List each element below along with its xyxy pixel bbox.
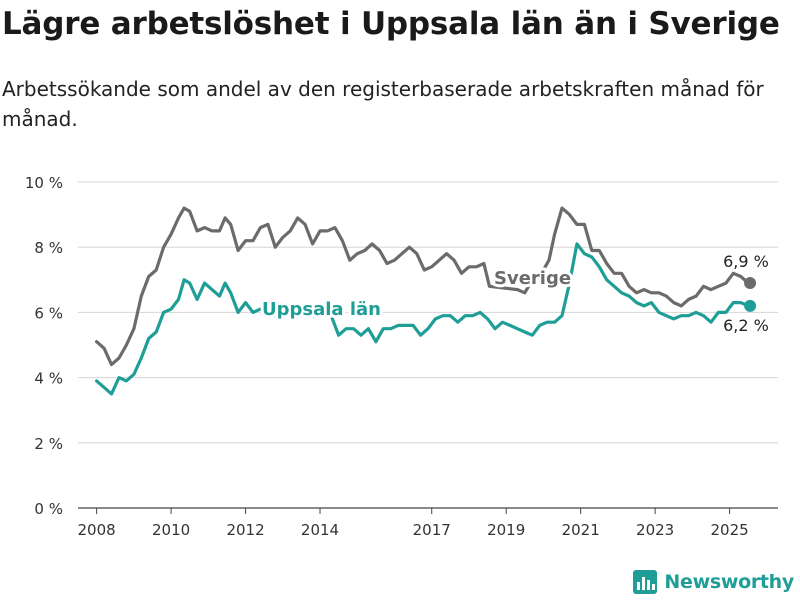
grid-layer bbox=[78, 181, 778, 514]
brand-name: Newsworthy bbox=[664, 571, 794, 593]
uppsala-end-point bbox=[744, 299, 757, 312]
sverige-series-line bbox=[95, 206, 750, 367]
sverige-end-value-label: 6,9 % bbox=[723, 252, 769, 271]
uppsala-series-label: Uppsala län bbox=[262, 299, 381, 320]
x-tick-label: 2014 bbox=[301, 521, 339, 539]
y-tick-label: 6 % bbox=[34, 304, 63, 322]
x-tick-label: 2023 bbox=[636, 521, 674, 539]
x-tick-label: 2025 bbox=[711, 521, 749, 539]
y-tick-label: 4 % bbox=[34, 370, 63, 388]
uppsala-series-line bbox=[95, 242, 750, 396]
x-tick-label: 2021 bbox=[562, 521, 600, 539]
y-tick-label: 0 % bbox=[34, 500, 63, 518]
sverige-series-label: Sverige bbox=[494, 268, 571, 289]
x-tick-label: 2008 bbox=[78, 521, 116, 539]
page-subtitle: Arbetssökande som andel av den registerb… bbox=[2, 77, 764, 131]
y-tick-label: 10 % bbox=[25, 174, 63, 192]
series-layer bbox=[95, 206, 757, 396]
label-layer: 0 % 2 % 4 % 6 % 8 % 10 % 2008 2010 2012 2014 2017 2… bbox=[25, 174, 771, 539]
uppsala-end-value-label: 6,2 % bbox=[723, 316, 769, 335]
y-tick-label: 2 % bbox=[34, 435, 63, 453]
x-tick-label: 2017 bbox=[413, 521, 451, 539]
x-tick-label: 2019 bbox=[487, 521, 525, 539]
sverige-end-point bbox=[744, 277, 757, 290]
page-title: Lägre arbetslöshet i Uppsala län än i Sv… bbox=[2, 6, 780, 42]
bar-chart-logo-icon bbox=[633, 570, 658, 594]
y-tick-label: 8 % bbox=[34, 239, 63, 257]
x-tick-label: 2010 bbox=[152, 521, 190, 539]
x-tick-label: 2012 bbox=[226, 521, 264, 539]
brand-logo: Newsworthy bbox=[633, 570, 794, 594]
